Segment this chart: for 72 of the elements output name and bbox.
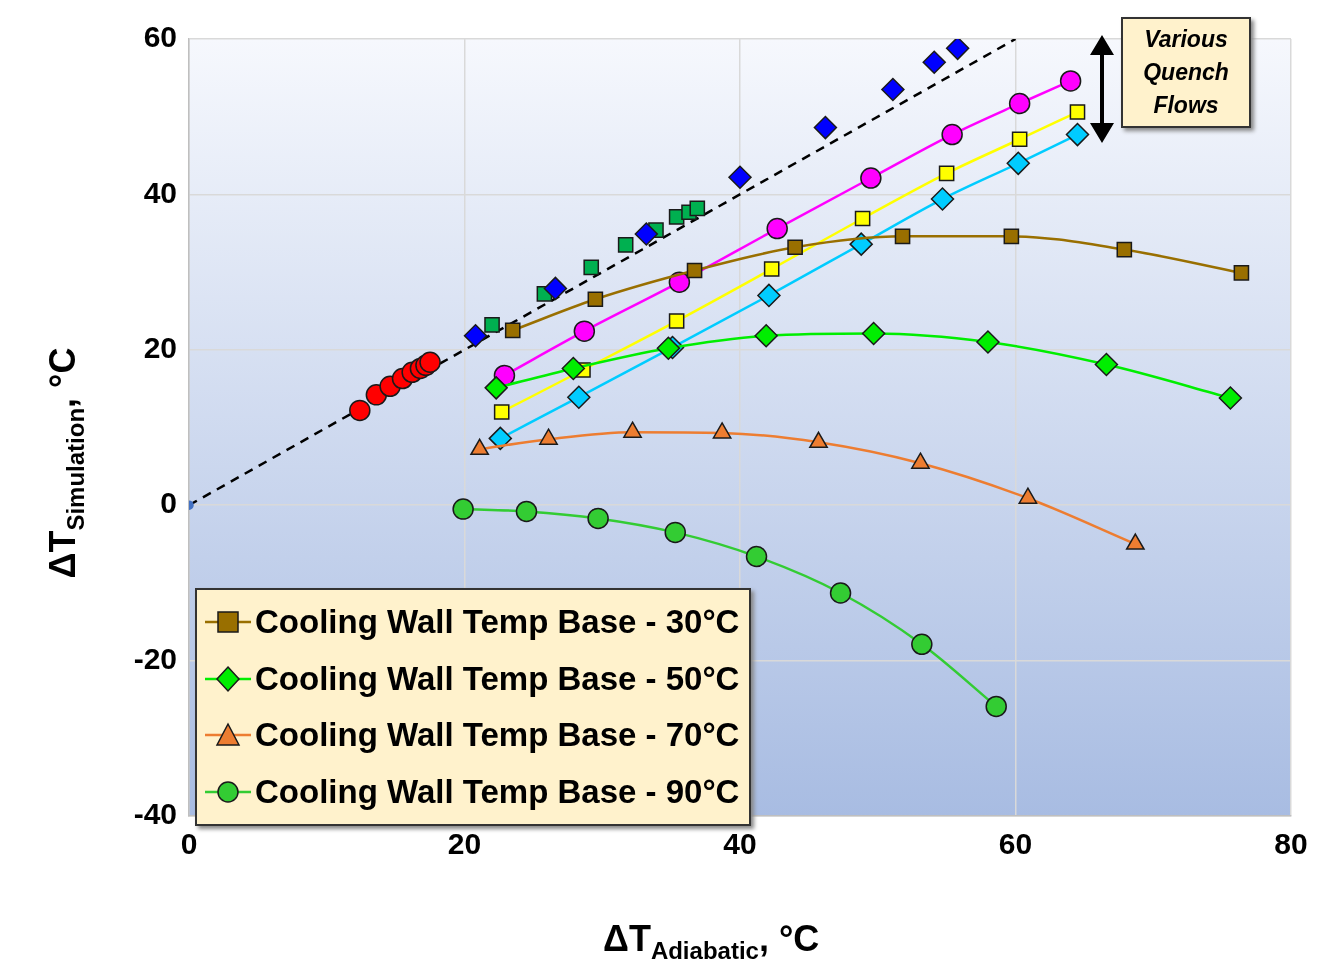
point (617, 237, 634, 253)
point (854, 210, 871, 227)
point (745, 545, 768, 568)
point (763, 261, 780, 277)
point (689, 200, 706, 217)
point (583, 259, 600, 276)
point (829, 582, 852, 604)
point (1008, 92, 1031, 115)
point (634, 222, 659, 246)
point (757, 283, 781, 308)
point (1065, 122, 1090, 147)
point (587, 507, 609, 530)
point (488, 426, 513, 451)
point (1059, 70, 1082, 92)
point (561, 356, 586, 381)
point (945, 39, 970, 61)
legend-label: Cooling Wall Temp Base - 70°C (255, 716, 740, 755)
point (1094, 352, 1119, 377)
legend-label: Cooling Wall Temp Base - 30°C (255, 603, 740, 642)
point (985, 695, 1007, 718)
point (573, 320, 596, 342)
point (911, 633, 933, 656)
point (881, 77, 905, 102)
legend-label: Cooling Wall Temp Base - 50°C (255, 659, 740, 698)
point (452, 498, 474, 520)
x-axis-title: ΔT$_{Adiabatic}$, °C (603, 918, 820, 966)
point (787, 239, 803, 256)
y-tick-label: -20 (133, 641, 177, 675)
x-tick-label: 60 (998, 827, 1033, 861)
point (686, 262, 703, 279)
point (1003, 228, 1020, 245)
y-tick-label: 20 (143, 331, 177, 365)
point (567, 385, 591, 409)
point (728, 165, 752, 190)
y-tick-label: 40 (143, 175, 177, 209)
y-tick-label: 0 (160, 486, 177, 520)
point (930, 187, 955, 211)
point (861, 321, 886, 346)
point (484, 376, 508, 400)
y-tick-label: 60 (143, 20, 177, 54)
point (587, 291, 604, 308)
point (1218, 386, 1243, 410)
point (504, 322, 521, 339)
point (1011, 131, 1028, 148)
point (349, 399, 371, 422)
point (860, 167, 882, 189)
point (766, 217, 788, 240)
x-tick-label: 40 (723, 827, 757, 861)
point (664, 521, 687, 544)
point (1006, 151, 1031, 176)
point (976, 330, 1000, 354)
point (543, 276, 568, 301)
point (463, 324, 488, 348)
point (1233, 265, 1250, 281)
point (941, 123, 963, 146)
x-tick-label: 80 (1274, 827, 1308, 861)
point (922, 50, 946, 75)
point (493, 404, 510, 420)
point (754, 324, 778, 348)
point (813, 115, 838, 140)
point (668, 313, 685, 329)
point (1116, 241, 1133, 258)
point (515, 500, 538, 523)
point (1069, 104, 1086, 120)
x-tick-label: 0 (180, 827, 198, 861)
y-tick-label: -40 (133, 797, 177, 831)
x-tick-label: 20 (447, 827, 482, 861)
point (938, 165, 955, 182)
annotation: Various Quench Flows (1121, 17, 1251, 128)
point (484, 317, 500, 333)
legend-label: Cooling Wall Temp Base - 90°C (255, 772, 740, 811)
point (894, 228, 911, 245)
